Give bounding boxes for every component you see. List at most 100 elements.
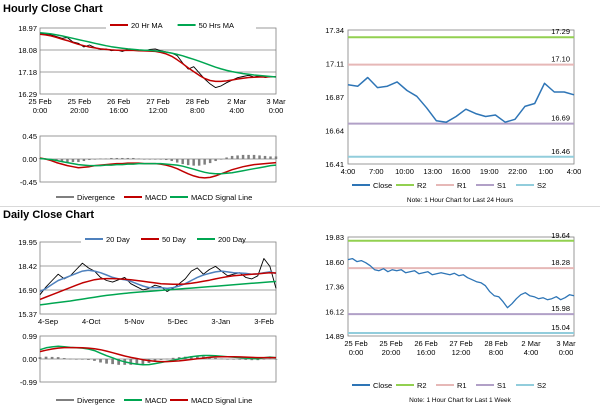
legend-label: 50 Day (162, 235, 186, 244)
divergence-bar (232, 359, 236, 360)
divergence-bar (241, 154, 245, 159)
divergence-bar (148, 159, 152, 160)
x-tick-label: 2 Mar (227, 97, 247, 106)
x-tick-label: 0:00 (33, 106, 48, 115)
divergence-bar (99, 359, 102, 363)
y-tick-label: 19.83 (325, 233, 344, 242)
level-label-s1: 16.69 (551, 114, 570, 123)
divergence-bar (62, 358, 66, 359)
level-label-r2: 17.29 (551, 27, 570, 36)
hourly-pivot-chart: 17.34 17.11 16.87 16.64 16.41 17.29 17.10 16.69… (325, 26, 582, 204)
divergence-bar (220, 358, 223, 360)
legend-label: R1 (457, 181, 467, 190)
divergence-bar (214, 159, 217, 162)
divergence-bar (117, 359, 121, 365)
divergence-bar (197, 159, 201, 166)
divergence-bar (105, 359, 108, 364)
legend-label: MACD (145, 396, 168, 405)
series-close (347, 257, 575, 309)
divergence-bar (181, 159, 184, 165)
y-tick-label: 17.36 (325, 283, 344, 292)
divergence-bar (250, 359, 254, 361)
legend-label: S2 (537, 381, 546, 390)
level-label-s2: 15.04 (551, 323, 570, 332)
y-tick-label: 16.90 (18, 286, 37, 295)
legend-label: 20 Hr MA (131, 21, 163, 30)
y-tick-label: 18.97 (18, 24, 37, 33)
daily-macd-chart: 0.99 0.00 -0.99 Divergence MACD MACD Signal L… (20, 332, 278, 405)
plot-area (347, 29, 575, 165)
divergence-bar (170, 159, 173, 162)
y-tick-label: -0.45 (20, 178, 37, 187)
divergence-bar (56, 357, 60, 359)
x-tick-label: 28 Feb (484, 339, 507, 348)
divergence-bar (135, 359, 139, 365)
chart-note: Note: 1 Hour Chart for Last 1 Week (409, 397, 512, 404)
x-tick-label: 25 Feb (68, 97, 91, 106)
divergence-bar (186, 159, 190, 166)
legend-label: 50 Hrs MA (199, 21, 234, 30)
x-tick-label: 3-Jan (211, 317, 230, 326)
level-label-r1: 18.28 (551, 258, 570, 267)
y-tick-label: 17.34 (325, 26, 344, 35)
divergence-bar (143, 159, 146, 160)
legend-label: S1 (497, 381, 506, 390)
divergence-bar (50, 356, 54, 359)
divergence-bar (192, 159, 195, 166)
legend-label: Close (373, 381, 392, 390)
divergence-bar (132, 157, 135, 159)
hourly-section-title: Hourly Close Chart (3, 3, 103, 15)
x-tick-label: 4:00 (567, 167, 582, 176)
level-label-s1: 15.98 (551, 304, 570, 313)
legend-label: Divergence (77, 193, 115, 202)
plot-area (347, 236, 575, 337)
y-tick-label: 16.41 (325, 160, 344, 169)
series-50-hrs-ma (39, 31, 277, 78)
legend-label: MACD Signal Line (191, 193, 252, 202)
x-tick-label: 27 Feb (146, 97, 169, 106)
divergence-bar (38, 357, 42, 359)
x-tick-label: 16:00 (417, 348, 436, 357)
x-tick-label: 0:00 (559, 348, 574, 357)
divergence-bar (93, 359, 96, 361)
series-macd-signal-line (39, 346, 276, 363)
legend-box (81, 234, 241, 244)
divergence-bar (60, 159, 64, 162)
legend-label: R2 (417, 181, 427, 190)
x-tick-label: 4:00 (229, 106, 244, 115)
hourly-pivot-panel: 17.34 17.11 16.87 16.64 16.41 17.29 17.10 16.69… (300, 18, 600, 206)
daily-pivot-panel: 19.83 18.60 17.36 16.12 14.89 19.64 18.28 15.98… (300, 226, 600, 412)
daily-price-chart: 19.95 18.42 16.90 15.374-Sep 4-Oct 5-Nov 5-Dec… (18, 234, 277, 326)
y-tick-label: 17.11 (326, 60, 344, 69)
divergence-bar (189, 356, 193, 359)
x-tick-label: 16:00 (109, 106, 128, 115)
y-tick-label: 16.29 (18, 90, 37, 99)
x-tick-label: 1:00 (538, 167, 553, 176)
x-tick-label: 8:00 (489, 348, 504, 357)
x-tick-label: 28 Feb (186, 97, 209, 106)
divergence-bar (104, 158, 108, 160)
divergence-bar (153, 359, 157, 362)
divergence-bar (171, 357, 175, 359)
plot-area (39, 27, 277, 95)
divergence-bar (238, 359, 242, 360)
legend-label: S1 (497, 181, 506, 190)
y-tick-label: 16.87 (325, 93, 344, 102)
y-tick-label: 14.89 (325, 332, 344, 341)
legend-label: MACD Signal Line (191, 396, 252, 405)
series-200-day (39, 280, 277, 306)
divergence-bar (247, 154, 250, 159)
hourly-macd-panel: 0.45 0.00 -0.45 Divergence MACD MACD Signal L… (0, 124, 300, 204)
plot-area (39, 241, 277, 315)
x-tick-label: 4-Oct (82, 317, 101, 326)
divergence-bar (177, 357, 181, 359)
x-tick-label: 3 Mar (266, 97, 286, 106)
y-tick-label: 17.18 (18, 68, 37, 77)
divergence-bar (80, 359, 84, 360)
x-tick-label: 4:00 (341, 167, 356, 176)
divergence-bar (44, 356, 48, 359)
chart-note: Note: 1 Hour Chart for Last 24 Hours (407, 197, 514, 204)
level-label-s2: 16.46 (551, 147, 570, 156)
divergence-bar (203, 159, 206, 165)
